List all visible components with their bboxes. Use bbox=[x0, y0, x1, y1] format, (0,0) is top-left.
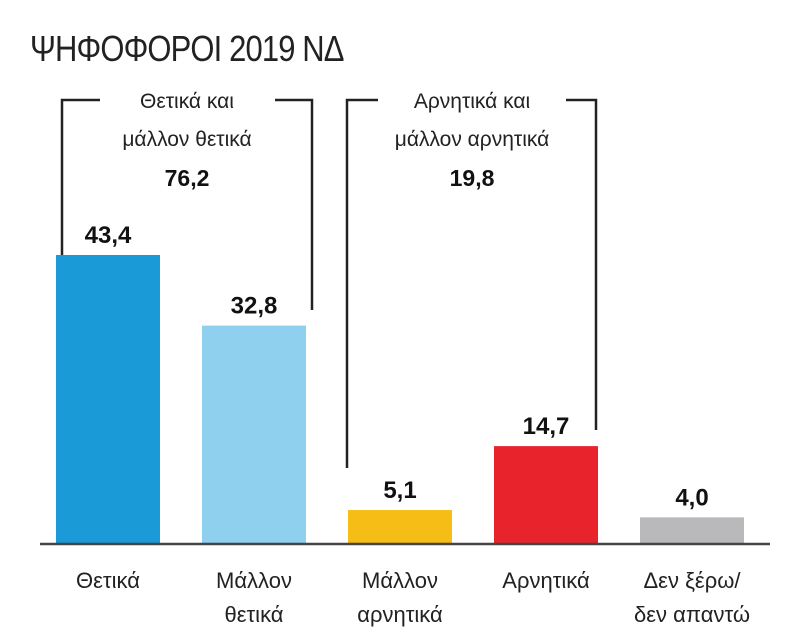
category-labels-layer: Θετικά Μάλλον θετικά Μάλλον αρνητικά Αρνητικά… bbox=[76, 568, 750, 627]
group-total-positive: 76,2 bbox=[165, 165, 210, 191]
category-label-2-line1: αρνητικά bbox=[357, 602, 443, 627]
bracket-negative bbox=[345, 98, 598, 468]
bar-3 bbox=[494, 446, 598, 544]
category-label-1-line0: Μάλλον bbox=[216, 568, 292, 593]
bar-4 bbox=[640, 517, 744, 544]
group-total-negative: 19,8 bbox=[450, 165, 495, 191]
value-label-1: 32,8 bbox=[231, 293, 278, 320]
category-label-1-line1: θετικά bbox=[224, 602, 283, 627]
category-label-4-line0: Δεν ξέρω/ bbox=[643, 568, 741, 593]
chart-title: ΨΗΦΟΦΟΡΟΙ 2019 ΝΔ bbox=[30, 28, 344, 69]
group-label-negative-line1: Αρνητικά και bbox=[414, 90, 531, 113]
value-label-0: 43,4 bbox=[85, 222, 132, 249]
bar-1 bbox=[202, 325, 306, 544]
bar-2 bbox=[348, 510, 452, 544]
value-label-2: 5,1 bbox=[383, 477, 416, 504]
bracket-positive bbox=[60, 98, 314, 310]
value-label-4: 4,0 bbox=[675, 484, 708, 511]
value-label-3: 14,7 bbox=[523, 413, 570, 440]
bar-0 bbox=[56, 255, 160, 544]
group-label-positive-line2: μάλλον θετικά bbox=[122, 128, 251, 151]
category-label-0-line0: Θετικά bbox=[76, 568, 140, 593]
category-label-3-line0: Αρνητικά bbox=[502, 568, 590, 593]
bars-layer: 43,4 32,8 5,1 14,7 4,0 bbox=[56, 222, 744, 544]
group-label-positive-line1: Θετικά και bbox=[140, 90, 234, 113]
group-label-negative-line2: μάλλον αρνητικά bbox=[395, 128, 550, 151]
category-label-2-line0: Μάλλον bbox=[362, 568, 438, 593]
group-brackets: Θετικά και μάλλον θετικά 76,2 Αρνητικά κ… bbox=[60, 90, 598, 468]
category-label-4-line1: δεν απαντώ bbox=[634, 602, 750, 627]
